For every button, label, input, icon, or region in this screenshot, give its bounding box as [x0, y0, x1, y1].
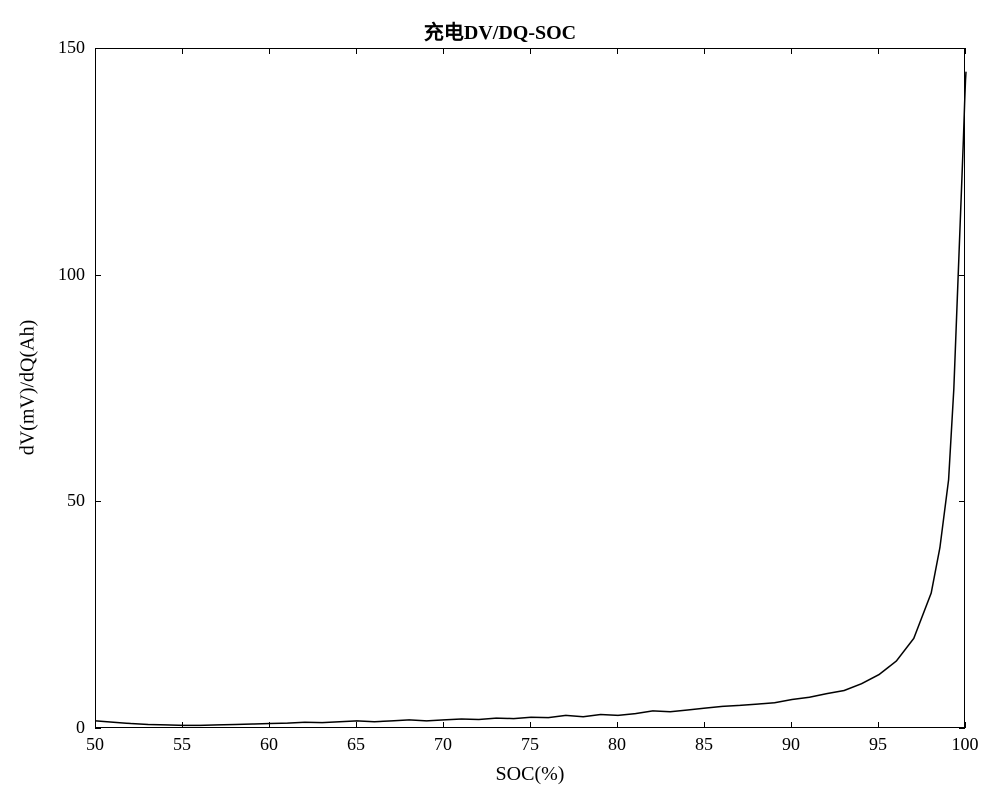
x-tick	[704, 48, 705, 54]
x-axis-label: SOC(%)	[430, 763, 630, 786]
plot-area	[95, 48, 965, 728]
x-tick	[878, 722, 879, 728]
x-tick	[791, 722, 792, 728]
x-tick-label: 95	[853, 734, 903, 755]
x-tick-label: 55	[157, 734, 207, 755]
x-tick	[443, 722, 444, 728]
x-tick	[617, 722, 618, 728]
y-tick	[95, 275, 101, 276]
x-tick	[617, 48, 618, 54]
y-tick-label: 50	[40, 490, 85, 511]
chart-title: 充电DV/DQ-SOC	[0, 16, 1000, 45]
y-tick	[95, 501, 101, 502]
y-axis-label: dV(mV)/dQ(Ah)	[17, 238, 40, 538]
y-tick	[959, 501, 965, 502]
y-tick	[959, 728, 965, 729]
y-tick	[95, 728, 101, 729]
y-tick	[95, 48, 101, 49]
data-curve	[96, 72, 966, 726]
x-tick-label: 65	[331, 734, 381, 755]
x-tick	[965, 722, 966, 728]
x-tick	[878, 48, 879, 54]
y-tick	[959, 275, 965, 276]
x-tick-label: 60	[244, 734, 294, 755]
x-tick	[356, 722, 357, 728]
y-tick-label: 150	[40, 37, 85, 58]
x-tick	[530, 722, 531, 728]
x-tick	[704, 722, 705, 728]
x-tick	[791, 48, 792, 54]
x-tick	[269, 722, 270, 728]
x-tick	[443, 48, 444, 54]
x-tick-label: 80	[592, 734, 642, 755]
x-tick	[530, 48, 531, 54]
x-tick-label: 70	[418, 734, 468, 755]
x-tick-label: 100	[940, 734, 990, 755]
x-tick	[182, 48, 183, 54]
x-tick-label: 75	[505, 734, 555, 755]
chart-container: 充电DV/DQ-SOC dV(mV)/dQ(Ah) SOC(%) 50 55 60 6…	[0, 0, 1000, 795]
x-tick	[356, 48, 357, 54]
x-tick-label: 90	[766, 734, 816, 755]
y-tick-label: 100	[40, 264, 85, 285]
x-tick	[269, 48, 270, 54]
x-tick-label: 85	[679, 734, 729, 755]
x-tick	[965, 48, 966, 54]
x-tick	[182, 722, 183, 728]
y-tick	[959, 48, 965, 49]
data-line	[96, 49, 966, 729]
y-tick-label: 0	[40, 717, 85, 738]
